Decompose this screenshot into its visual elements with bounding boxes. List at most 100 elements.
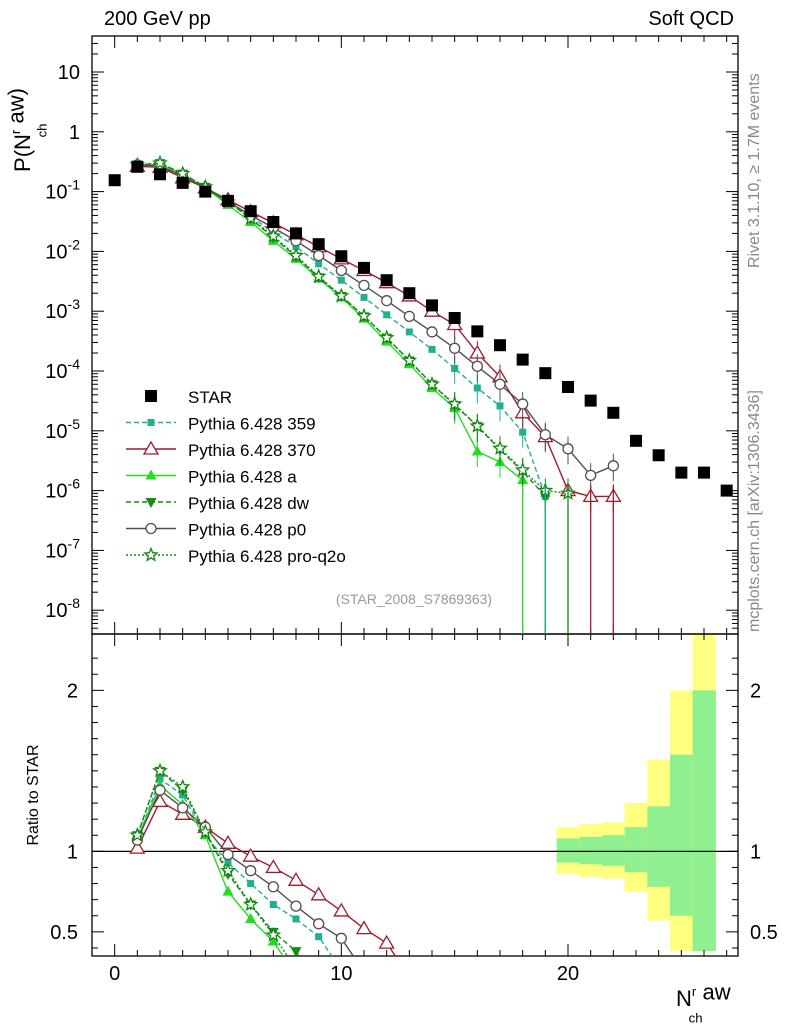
legend-label: Pythia 6.428 pro-q2o <box>188 547 346 566</box>
data-point <box>519 428 527 436</box>
data-point <box>446 395 463 411</box>
data-point <box>222 194 234 207</box>
data-point <box>337 276 345 284</box>
ratio-point <box>245 912 257 923</box>
ratio-point <box>222 848 234 861</box>
header-right: Soft QCD <box>648 8 734 30</box>
ratio-band-inner <box>647 806 671 887</box>
y-tick-label: 10-1 <box>45 177 80 204</box>
ratio-point <box>177 802 189 814</box>
legend-marker <box>147 419 155 426</box>
ratio-y-tick-label: 2 <box>67 680 78 702</box>
x-tick-label: 20 <box>557 963 579 985</box>
legend-marker <box>143 546 159 562</box>
data-point <box>152 154 168 170</box>
series-line <box>137 164 614 477</box>
ratio-point <box>174 778 191 794</box>
legend-label: Pythia 6.428 370 <box>188 441 316 460</box>
y-tick-label: 10-7 <box>45 535 80 562</box>
data-point <box>585 469 597 481</box>
data-point <box>471 325 484 338</box>
data-point <box>494 339 506 352</box>
ratio-point <box>242 896 259 912</box>
y-tick-label: 10-5 <box>45 416 80 443</box>
ratio-point <box>265 859 282 874</box>
ratio-point <box>378 934 395 949</box>
data-point <box>154 168 166 181</box>
data-point <box>584 394 597 407</box>
data-point <box>449 342 461 354</box>
data-point <box>428 345 436 353</box>
ratio-band-inner <box>624 827 648 873</box>
legend-entry: Pythia 6.428 a <box>126 468 297 487</box>
main-frame <box>91 35 739 635</box>
ratio-point <box>152 762 168 778</box>
legend-entry: Pythia 6.428 pro-q2o <box>126 546 346 566</box>
ratio-y-tick-label: 1 <box>750 841 761 863</box>
ratio-point <box>129 827 146 842</box>
ratio-point <box>156 775 164 783</box>
ratio-frame <box>91 633 739 957</box>
y-tick-label: 10 <box>58 62 80 84</box>
data-point <box>607 406 620 419</box>
analysis-tag: (STAR_2008_S7869363) <box>336 591 492 607</box>
legend-entry: Pythia 6.428 p0 <box>126 521 306 540</box>
ratio-band-inner <box>670 754 694 916</box>
data-point <box>381 295 393 307</box>
data-point <box>288 247 304 263</box>
legend: STAR Pythia 6.428 359 Pythia 6.428 370 Pyth… <box>126 388 346 566</box>
ratio-point <box>242 847 259 862</box>
y-tick-label: 10-4 <box>45 356 80 383</box>
ratio-y-tick-label: 1 <box>67 841 78 863</box>
ratio-point <box>151 793 169 808</box>
data-point <box>383 311 391 319</box>
ratio-point <box>154 784 166 796</box>
ratio-point <box>333 902 350 917</box>
legend-label: Pythia 6.428 a <box>188 468 297 487</box>
ratio-point <box>290 947 302 956</box>
x-tick-label: 10 <box>330 963 352 985</box>
data-point <box>514 461 531 477</box>
data-point <box>630 434 642 447</box>
ratio-point <box>220 862 236 878</box>
data-point <box>562 381 574 394</box>
ratio-point <box>267 881 279 893</box>
data-point <box>539 367 552 380</box>
data-point <box>267 216 280 229</box>
main-y-axis-label: P(Nr ch aw) <box>3 88 49 172</box>
ratio-point <box>287 872 305 886</box>
x-tick-label: 0 <box>109 963 120 985</box>
ratio-point <box>355 920 373 935</box>
ratio-point <box>292 915 300 923</box>
main-series <box>108 154 733 634</box>
data-point <box>335 250 348 263</box>
ratio-point <box>222 885 234 896</box>
ratio-y-tick-label: 0.5 <box>750 922 778 944</box>
ratio-point <box>219 835 237 849</box>
data-point <box>539 429 551 441</box>
ratio-band-inner <box>579 836 603 865</box>
data-point <box>403 287 416 300</box>
ratio-point <box>267 935 279 946</box>
data-point <box>675 466 688 479</box>
data-point <box>378 329 395 345</box>
legend-label: Pythia 6.428 dw <box>188 494 310 513</box>
data-point <box>516 353 529 366</box>
x-axis-label-part: aw <box>703 979 731 1004</box>
data-point <box>517 398 529 410</box>
data-point <box>607 460 619 472</box>
legend-entry: Pythia 6.428 dw <box>126 494 310 513</box>
data-point <box>426 299 438 312</box>
legend-label: Pythia 6.428 359 <box>188 415 316 434</box>
data-point <box>471 360 483 372</box>
ratio-point <box>245 865 257 877</box>
data-point <box>403 310 415 323</box>
ratio-point <box>129 839 146 854</box>
ratio-point <box>265 926 282 942</box>
ratio-point <box>290 900 302 912</box>
ratio-point <box>197 823 214 839</box>
legend-marker <box>145 469 157 480</box>
ratio-band-inner <box>692 690 716 952</box>
data-point <box>562 443 574 455</box>
data-point <box>471 445 483 456</box>
